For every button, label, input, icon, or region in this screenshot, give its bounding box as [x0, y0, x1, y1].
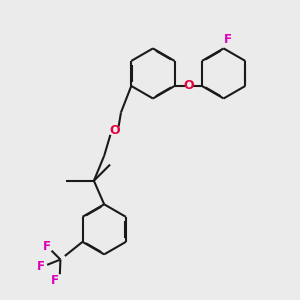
Text: O: O	[183, 80, 194, 92]
Text: F: F	[224, 33, 232, 46]
Text: F: F	[37, 260, 45, 273]
Text: F: F	[43, 240, 51, 253]
Text: F: F	[50, 274, 59, 286]
Text: O: O	[109, 124, 120, 137]
